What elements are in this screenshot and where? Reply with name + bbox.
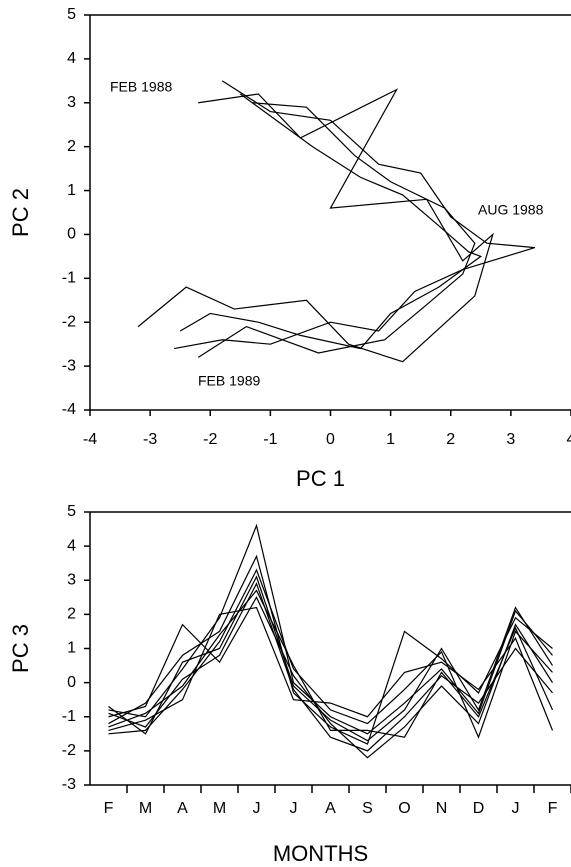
y-axis-title: PC 2	[8, 188, 33, 237]
data-line	[108, 582, 553, 752]
x-tick-label: J	[512, 800, 520, 817]
x-tick-label: D	[473, 800, 485, 817]
y-tick-label: -2	[62, 742, 76, 759]
x-axis-title: PC 1	[296, 466, 345, 491]
y-tick-label: 4	[67, 537, 76, 554]
x-tick-label: -4	[83, 431, 97, 448]
x-tick-label: -3	[143, 431, 157, 448]
x-tick-label: S	[362, 800, 373, 817]
y-tick-label: 0	[67, 226, 76, 243]
annotation: AUG 1988	[478, 202, 544, 218]
y-tick-label: 1	[67, 640, 76, 657]
data-line	[108, 589, 554, 738]
x-tick-label: N	[436, 800, 448, 817]
y-tick-label: 4	[67, 50, 76, 67]
x-tick-label: -2	[203, 431, 217, 448]
y-tick-label: 3	[67, 571, 76, 588]
y-axis-title: PC 3	[8, 624, 33, 673]
data-line	[108, 606, 554, 731]
x-tick-label: O	[398, 800, 410, 817]
data-line	[179, 93, 483, 350]
x-tick-label: 3	[506, 431, 515, 448]
data-line	[108, 575, 554, 742]
x-tick-label: A	[177, 800, 188, 817]
data-line	[108, 568, 553, 739]
y-tick-label: -2	[62, 313, 76, 330]
y-tick-label: 3	[67, 94, 76, 111]
x-tick-label: F	[548, 800, 558, 817]
x-tick-label: 4	[567, 431, 571, 448]
y-tick-label: 1	[67, 182, 76, 199]
x-tick-label: 1	[386, 431, 395, 448]
x-tick-label: F	[104, 800, 114, 817]
y-tick-label: -1	[62, 708, 76, 725]
data-line	[108, 596, 554, 759]
data-line	[137, 88, 494, 363]
x-tick-label: -1	[263, 431, 277, 448]
data-line	[108, 554, 553, 745]
annotation: FEB 1988	[110, 79, 172, 95]
y-tick-label: 2	[67, 606, 76, 623]
y-tick-label: 5	[67, 6, 76, 23]
x-tick-label: 0	[326, 431, 335, 448]
data-line	[174, 80, 536, 350]
x-tick-label: A	[325, 800, 336, 817]
y-tick-label: -4	[62, 401, 76, 418]
x-tick-label: J	[253, 800, 261, 817]
x-tick-label: M	[213, 800, 226, 817]
data-line	[108, 523, 553, 735]
y-tick-label: 0	[67, 674, 76, 691]
y-tick-label: -3	[62, 357, 76, 374]
y-tick-label: -3	[62, 776, 76, 793]
x-tick-label: M	[139, 800, 152, 817]
x-tick-label: 2	[446, 431, 455, 448]
data-line	[197, 102, 476, 358]
y-tick-label: -1	[62, 270, 76, 287]
x-tick-label: J	[290, 800, 298, 817]
y-tick-label: 5	[67, 503, 76, 520]
y-tick-label: 2	[67, 138, 76, 155]
annotation: FEB 1989	[198, 373, 260, 389]
x-axis-title: MONTHS	[273, 841, 368, 866]
